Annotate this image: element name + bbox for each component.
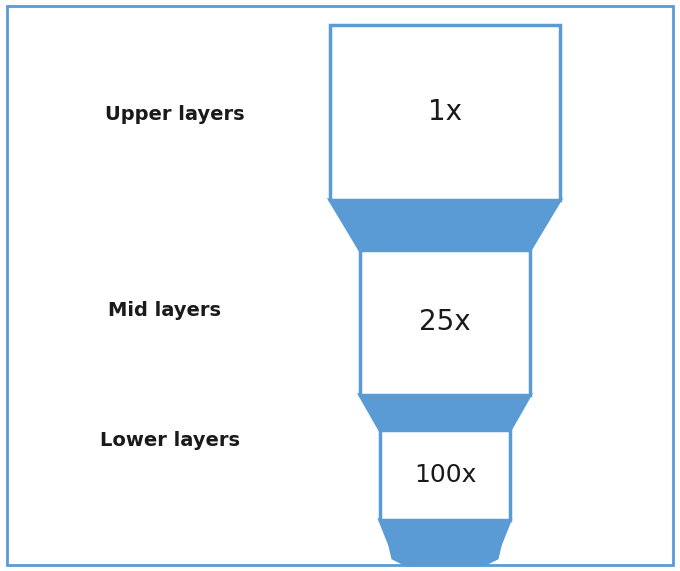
Text: Mid layers: Mid layers — [109, 300, 222, 320]
Polygon shape — [390, 545, 500, 565]
Text: 1x: 1x — [428, 99, 462, 127]
Text: 100x: 100x — [414, 463, 476, 487]
FancyBboxPatch shape — [7, 6, 673, 565]
Bar — [330, 25, 560, 200]
Polygon shape — [360, 395, 530, 430]
Bar — [380, 430, 510, 520]
Polygon shape — [330, 200, 560, 250]
Text: Upper layers: Upper layers — [105, 106, 245, 124]
Bar — [360, 250, 530, 395]
Polygon shape — [380, 520, 510, 545]
Text: 25x: 25x — [419, 308, 471, 336]
Text: Lower layers: Lower layers — [100, 431, 240, 449]
